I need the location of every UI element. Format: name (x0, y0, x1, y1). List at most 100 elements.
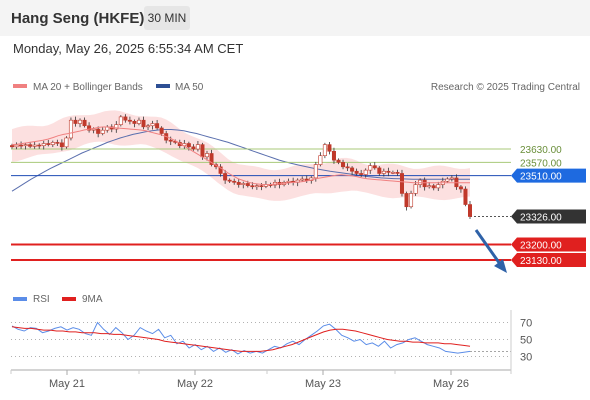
candle-body (386, 170, 391, 173)
candle-body (431, 185, 436, 189)
candle (87, 122, 92, 133)
candle-body (458, 186, 463, 190)
candle-body (82, 119, 87, 127)
candle (445, 177, 450, 184)
candle-body (245, 183, 250, 186)
candle-body (78, 119, 83, 124)
candle-body (123, 116, 128, 121)
ma50-legend-swatch (156, 84, 170, 88)
candle-body (350, 167, 355, 172)
candle-body (341, 162, 346, 168)
candle-body (19, 144, 24, 147)
candle (395, 169, 400, 176)
candle (32, 141, 37, 149)
rsi-axis-label: 30 (520, 352, 532, 364)
candle-body (64, 137, 69, 148)
candle-body (50, 142, 55, 145)
candle-body (195, 144, 200, 150)
candle-body (313, 164, 318, 179)
candle (150, 120, 155, 130)
candle-body (100, 129, 105, 134)
ma50-line-group (11, 129, 470, 192)
candle (436, 181, 441, 191)
ma9-legend-label: 9MA (82, 294, 103, 305)
candle-body (241, 183, 246, 185)
price-levels (11, 148, 511, 262)
candle (55, 139, 60, 146)
candle-body (236, 182, 241, 185)
candle (127, 116, 132, 125)
candle (23, 142, 28, 150)
candle-body (59, 142, 64, 148)
candle-body (186, 143, 191, 148)
candle (37, 143, 42, 149)
x-tick-label: May 26 (433, 378, 469, 390)
candle (146, 123, 151, 130)
ma50-line (11, 129, 470, 192)
candle-body (363, 169, 368, 175)
candle-body (381, 170, 386, 174)
candle (463, 186, 468, 207)
candle-body (200, 144, 205, 158)
candle-body (46, 143, 51, 145)
candle-body (390, 172, 395, 174)
candle (46, 139, 51, 147)
candle-body (354, 170, 359, 174)
candle (191, 144, 196, 151)
candle-body (359, 173, 364, 175)
candle-body (227, 179, 232, 182)
candle-body (404, 193, 409, 208)
candle-body (331, 150, 336, 161)
candle-body (91, 128, 96, 131)
candle (82, 117, 87, 128)
candle-body (127, 119, 132, 122)
candle-body (436, 184, 441, 189)
candle (467, 200, 472, 219)
candle-body (345, 166, 350, 169)
candle-body (159, 127, 164, 134)
candle-body (155, 123, 160, 129)
candle-body (372, 165, 377, 169)
candle (78, 118, 83, 128)
candle (114, 121, 119, 133)
candle (232, 178, 237, 185)
candle-body (28, 144, 33, 147)
candle (431, 183, 436, 191)
candle (327, 141, 332, 155)
candle-body (87, 125, 92, 131)
candle (359, 169, 364, 178)
bollinger-band-area (12, 110, 470, 201)
rsi-legend-label: RSI (33, 294, 50, 305)
candle (449, 175, 454, 182)
candle-body (336, 159, 341, 163)
candle-body (14, 144, 19, 148)
candle-body (223, 173, 228, 181)
candle-body (377, 167, 382, 174)
candle-body (413, 184, 418, 194)
candle (336, 158, 341, 165)
candle-body (191, 146, 196, 150)
candle (254, 183, 259, 190)
candle (390, 170, 395, 175)
candle (50, 140, 55, 148)
timeframe-button[interactable]: 30 MIN (144, 6, 190, 30)
level-label-23130.00: 23130.00 (520, 256, 562, 267)
candle (14, 142, 19, 150)
rsi-axis-label: 50 (520, 335, 532, 347)
candle-body (368, 165, 373, 171)
ma20-legend-swatch (13, 84, 27, 88)
level-box-23200.00 (511, 237, 586, 252)
candle-body (141, 119, 146, 128)
candle (64, 136, 69, 149)
ma9-legend-swatch (62, 297, 76, 301)
candle-body (55, 142, 60, 144)
credit-text: Research © 2025 Trading Central (431, 82, 580, 93)
candle (204, 150, 209, 161)
candle-body (146, 125, 151, 128)
candle (19, 141, 24, 149)
candle-body (427, 185, 432, 188)
candle-body (232, 180, 237, 183)
candle-body (250, 185, 255, 188)
